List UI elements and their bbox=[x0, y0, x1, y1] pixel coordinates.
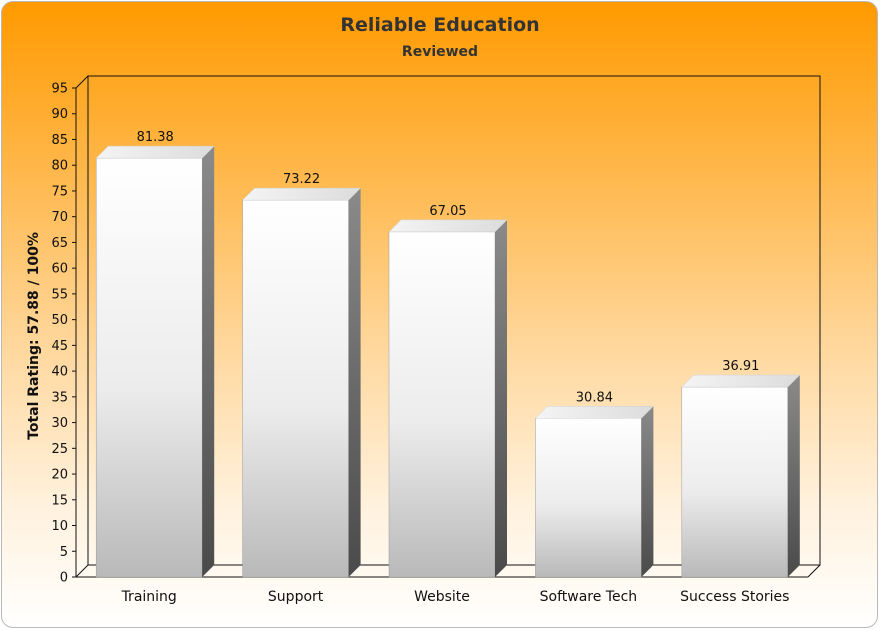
bar-side bbox=[495, 219, 507, 577]
bar-top bbox=[681, 374, 801, 388]
y-tick-label: 75 bbox=[51, 184, 68, 199]
category-label: Success Stories bbox=[680, 589, 789, 605]
category-label: Website bbox=[414, 589, 470, 605]
y-tick-label: 95 bbox=[51, 82, 68, 97]
bar-value-label: 36.91 bbox=[722, 359, 759, 374]
bar-front bbox=[535, 418, 642, 578]
bar: 81.38 bbox=[95, 130, 215, 578]
plot-floor-diagonal bbox=[75, 564, 89, 578]
bar-top bbox=[534, 406, 655, 419]
bar-value-label: 81.38 bbox=[137, 130, 174, 145]
y-tick-label: 80 bbox=[51, 159, 68, 174]
y-tick-label: 20 bbox=[51, 468, 68, 483]
bar-top bbox=[241, 187, 362, 201]
y-tick-label: 45 bbox=[51, 339, 68, 354]
y-tick-label: 50 bbox=[51, 313, 68, 328]
chart-subtitle: Reviewed bbox=[402, 44, 478, 60]
y-tick-label: 10 bbox=[51, 519, 68, 534]
bar-top bbox=[95, 145, 215, 159]
bar: 73.22 bbox=[241, 172, 362, 578]
category-labels: Training Support Website Software Tech Succe… bbox=[121, 589, 790, 605]
bar-side bbox=[202, 146, 215, 577]
bar-side bbox=[787, 375, 800, 577]
chart-title: Reliable Education bbox=[340, 14, 539, 36]
y-tick-label: 90 bbox=[51, 107, 68, 122]
category-label: Software Tech bbox=[540, 589, 638, 605]
y-tick-label: 85 bbox=[51, 133, 68, 148]
category-label: Training bbox=[121, 589, 177, 605]
y-tick-label: 5 bbox=[60, 545, 68, 560]
y-tick-label: 0 bbox=[60, 571, 68, 586]
category-label: Support bbox=[268, 589, 324, 605]
y-tick-label: 70 bbox=[51, 210, 68, 225]
y-tick-label: 15 bbox=[51, 493, 68, 508]
bar: 67.05 bbox=[388, 204, 508, 578]
bar-front bbox=[681, 386, 789, 578]
y-ticks: 0 5 10 15 20 25 30 35 40 45 50 55 60 65 70 75 80 85 90 95 bbox=[51, 82, 76, 586]
bar-front bbox=[388, 231, 496, 578]
y-tick-label: 60 bbox=[51, 262, 68, 277]
bar-side bbox=[641, 406, 654, 577]
bar-value-label: 30.84 bbox=[576, 390, 613, 405]
bar-top bbox=[388, 219, 508, 233]
y-tick-label: 35 bbox=[51, 390, 68, 405]
bar-front bbox=[242, 199, 349, 578]
y-tick-label: 55 bbox=[51, 287, 68, 302]
bar-side bbox=[348, 188, 361, 577]
bar: 30.84 bbox=[534, 390, 655, 578]
y-tick-label: 40 bbox=[51, 365, 68, 380]
y-axis-label: Total Rating: 57.88 / 100% bbox=[26, 232, 42, 440]
y-tick-label: 25 bbox=[51, 442, 68, 457]
y-tick-label: 65 bbox=[51, 236, 68, 251]
plot-back-wall bbox=[75, 75, 821, 578]
bar-front bbox=[95, 157, 203, 578]
bars: 81.38 73.22 67.05 30.84 36.91 bbox=[95, 130, 801, 578]
bar-value-label: 67.05 bbox=[429, 204, 466, 219]
bar: 36.91 bbox=[681, 359, 801, 578]
y-tick-label: 30 bbox=[51, 416, 68, 431]
bar-value-label: 73.22 bbox=[283, 172, 320, 187]
